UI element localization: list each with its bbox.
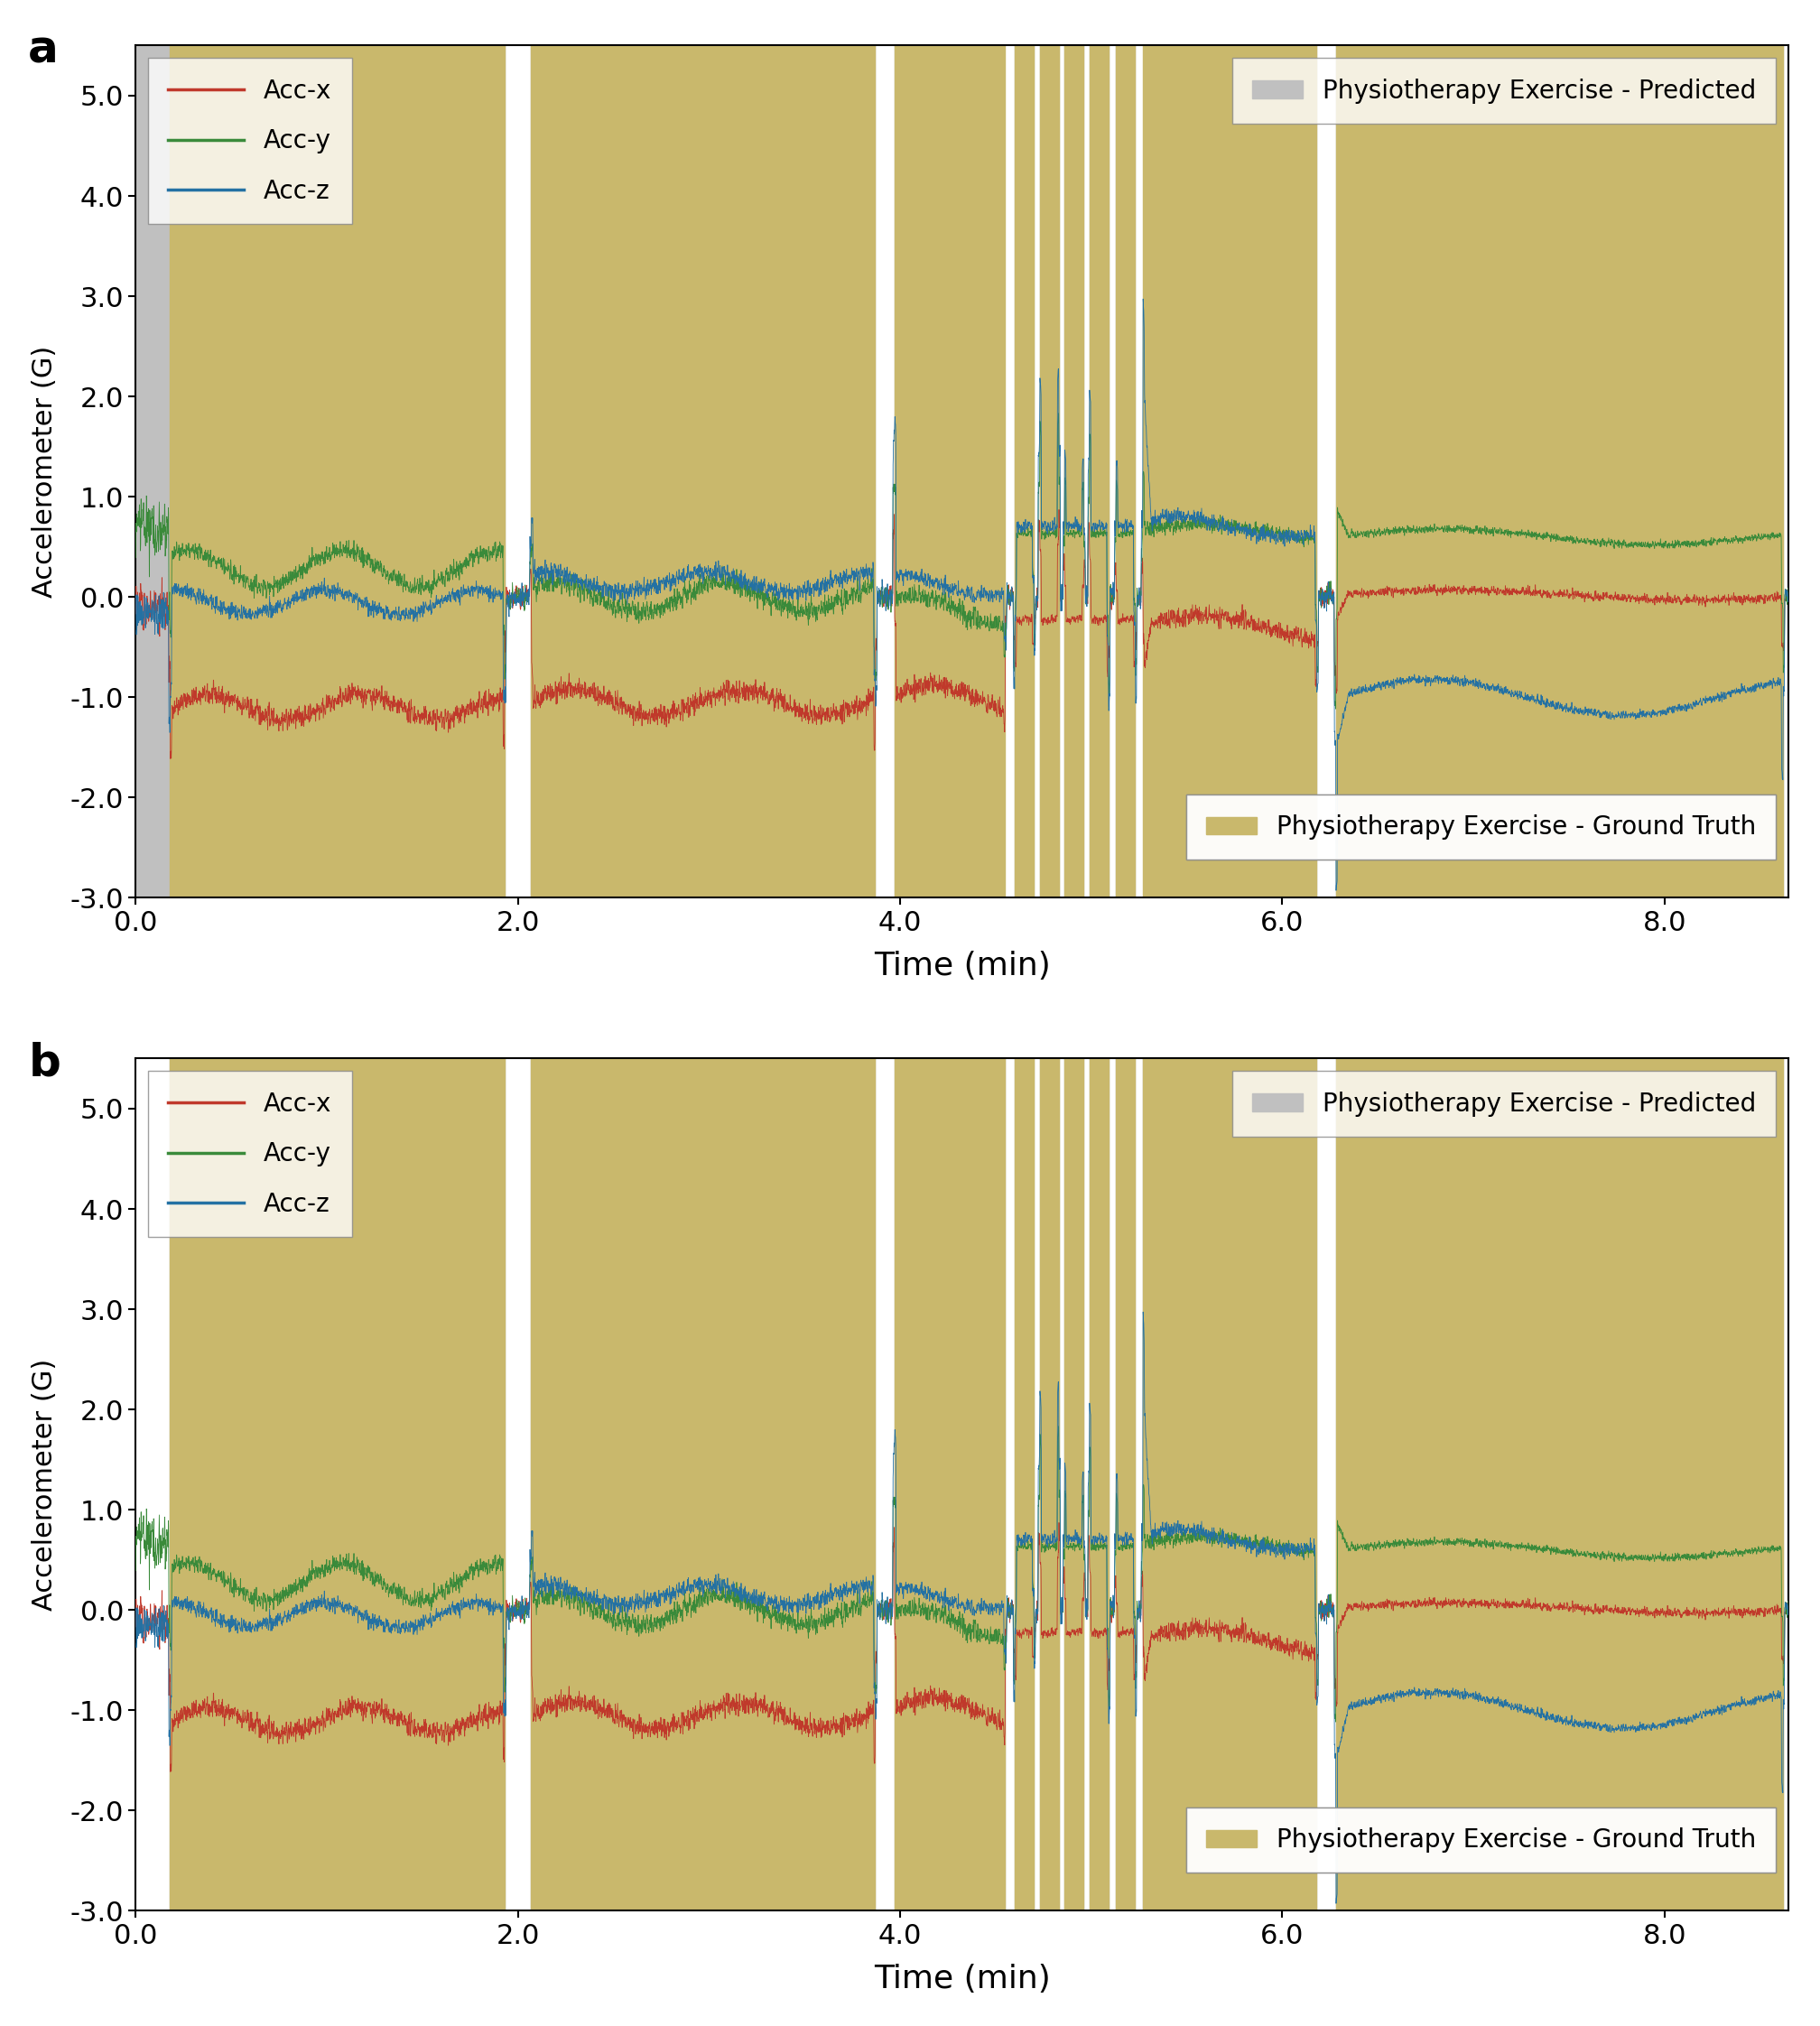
Bar	[531, 45, 875, 898]
Bar	[531, 45, 875, 898]
Bar	[1088, 1058, 1108, 1911]
Y-axis label: Accelerometer (G): Accelerometer (G)	[31, 346, 58, 598]
Bar	[894, 1058, 1005, 1911]
Bar	[1116, 45, 1136, 898]
Bar	[1301, 45, 1316, 898]
Bar	[1039, 1058, 1059, 1911]
Bar	[1065, 1058, 1083, 1911]
Bar	[1116, 45, 1136, 898]
Bar	[948, 45, 968, 898]
Bar	[169, 45, 504, 898]
X-axis label: Time (min): Time (min)	[874, 950, 1050, 983]
Bar	[974, 45, 996, 898]
Bar	[1016, 1058, 1034, 1911]
Bar	[1088, 45, 1108, 898]
Bar	[894, 1058, 1005, 1911]
Bar	[531, 1058, 875, 1911]
Bar	[921, 45, 943, 898]
Bar	[1039, 45, 1059, 898]
Bar	[1116, 1058, 1136, 1911]
Bar	[1088, 45, 1108, 898]
Bar	[894, 45, 1005, 898]
Bar	[1065, 45, 1083, 898]
Text: b: b	[29, 1041, 60, 1084]
Bar	[169, 45, 504, 898]
Bar	[1263, 45, 1292, 898]
Legend: Physiotherapy Exercise - Ground Truth: Physiotherapy Exercise - Ground Truth	[1187, 794, 1776, 859]
Bar	[1143, 1058, 1316, 1911]
Bar	[1336, 45, 1784, 898]
Bar	[1016, 45, 1034, 898]
Bar	[169, 1058, 504, 1911]
Bar	[1336, 45, 1784, 898]
Bar	[1088, 1058, 1108, 1911]
Bar	[531, 1058, 875, 1911]
Bar	[1116, 1058, 1136, 1911]
Bar	[1065, 45, 1083, 898]
Bar	[1039, 1058, 1059, 1911]
Bar	[169, 1058, 504, 1911]
Bar	[1065, 1058, 1083, 1911]
Bar	[1016, 45, 1034, 898]
Bar	[1143, 45, 1316, 898]
Text: a: a	[29, 28, 58, 71]
Bar	[1216, 45, 1245, 898]
Bar	[1158, 45, 1196, 898]
Bar	[1039, 45, 1059, 898]
Bar	[1336, 1058, 1784, 1911]
Y-axis label: Accelerometer (G): Accelerometer (G)	[31, 1359, 58, 1611]
Bar	[1336, 1058, 1784, 1911]
Bar	[894, 45, 915, 898]
Bar	[1143, 1058, 1316, 1911]
X-axis label: Time (min): Time (min)	[874, 1963, 1050, 1996]
Bar	[1016, 1058, 1034, 1911]
Legend: Physiotherapy Exercise - Ground Truth: Physiotherapy Exercise - Ground Truth	[1187, 1807, 1776, 1872]
Bar	[136, 45, 169, 898]
